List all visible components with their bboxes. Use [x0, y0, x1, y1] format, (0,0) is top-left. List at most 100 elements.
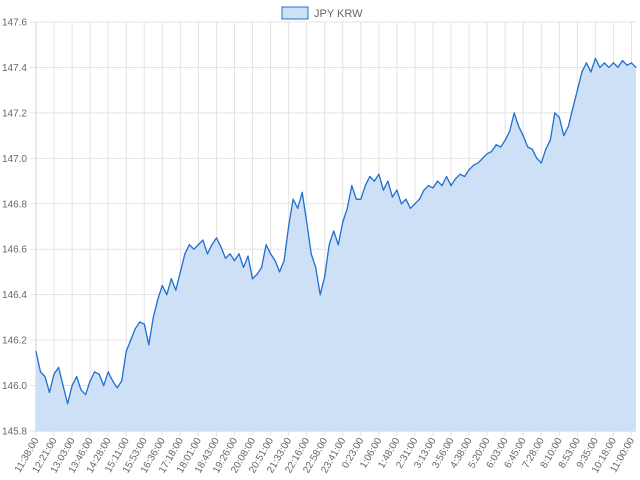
data-point — [283, 260, 285, 262]
data-point — [509, 130, 511, 132]
data-point — [441, 185, 443, 187]
data-point — [152, 316, 154, 318]
data-point — [71, 385, 73, 387]
data-point — [554, 112, 556, 114]
data-point — [143, 323, 145, 325]
data-point — [215, 237, 218, 239]
y-tick-label: 146.2 — [2, 336, 27, 347]
data-point — [378, 173, 380, 175]
data-point — [89, 380, 91, 382]
data-point — [324, 275, 326, 278]
data-point — [369, 175, 371, 178]
data-point — [608, 66, 610, 68]
data-point — [630, 62, 633, 64]
data-point — [328, 244, 330, 246]
data-point — [310, 253, 312, 255]
data-point — [391, 196, 393, 198]
data-point — [166, 294, 168, 296]
data-point — [265, 244, 267, 246]
data-point — [387, 180, 389, 182]
data-point — [337, 244, 339, 246]
data-point — [540, 162, 542, 164]
data-point — [482, 157, 484, 159]
data-point — [504, 139, 506, 141]
data-point — [445, 175, 448, 178]
data-point — [288, 225, 290, 228]
data-point — [134, 328, 136, 330]
y-tick-label: 147.4 — [2, 63, 27, 74]
legend[interactable]: JPY KRW — [281, 6, 363, 20]
series-area — [36, 58, 636, 432]
data-point — [58, 366, 60, 368]
data-point — [549, 139, 551, 141]
data-point — [585, 62, 588, 64]
data-point — [188, 244, 190, 246]
data-point — [427, 185, 430, 187]
data-point — [567, 125, 569, 128]
data-point — [545, 148, 547, 150]
data-point — [473, 164, 475, 166]
data-point — [409, 207, 411, 209]
y-tick-label: 146.8 — [2, 199, 27, 210]
data-point — [563, 135, 565, 137]
data-point — [107, 371, 109, 373]
data-point — [76, 375, 78, 378]
data-point — [85, 394, 87, 396]
data-point — [175, 289, 177, 291]
data-point — [491, 150, 493, 153]
y-tick-label: 146.0 — [2, 381, 27, 392]
data-point — [436, 180, 439, 182]
data-point — [454, 178, 457, 180]
data-point — [477, 162, 479, 164]
data-point — [125, 350, 127, 353]
y-axis: 147.6 147.4 147.2 147.0 146.8 146.6 146.4 146.2… — [2, 18, 27, 438]
data-point — [211, 244, 213, 246]
data-point — [396, 189, 398, 191]
data-point — [224, 257, 227, 259]
data-point — [464, 175, 466, 178]
data-point — [513, 112, 515, 114]
data-point — [233, 260, 236, 262]
data-point — [572, 107, 574, 109]
data-point — [355, 198, 357, 200]
data-point — [581, 71, 583, 73]
data-point — [148, 344, 150, 346]
data-point — [319, 294, 321, 296]
data-point — [161, 285, 163, 287]
data-point — [405, 198, 407, 200]
data-point — [500, 146, 502, 148]
data-point — [53, 373, 55, 375]
y-tick-label: 147.0 — [2, 154, 27, 165]
data-point — [468, 169, 470, 171]
data-point — [531, 148, 533, 150]
data-point — [98, 373, 100, 375]
y-tick-label: 147.6 — [2, 18, 27, 29]
data-point — [612, 62, 615, 64]
data-point — [621, 60, 624, 62]
data-point — [432, 187, 434, 189]
data-point — [94, 371, 96, 373]
data-point — [121, 380, 123, 382]
data-point — [522, 135, 524, 137]
x-axis: 11:38:0012:21:0013:03:0013:46:0014:28:00… — [13, 436, 637, 476]
data-point — [157, 298, 159, 300]
data-point — [256, 273, 258, 275]
data-point — [423, 189, 425, 191]
data-point — [48, 391, 51, 393]
data-point — [536, 157, 538, 159]
data-point — [418, 198, 421, 200]
data-point — [202, 239, 204, 241]
data-point — [590, 71, 592, 73]
data-point — [193, 248, 195, 250]
data-point — [635, 66, 637, 68]
data-point — [112, 380, 114, 382]
y-tick-label: 145.8 — [2, 427, 27, 438]
data-point — [251, 278, 254, 280]
data-point — [450, 185, 452, 187]
data-point — [39, 371, 42, 373]
data-point — [247, 255, 249, 257]
y-tick-label: 146.4 — [2, 290, 27, 301]
data-point — [279, 271, 281, 273]
data-point — [80, 389, 82, 391]
